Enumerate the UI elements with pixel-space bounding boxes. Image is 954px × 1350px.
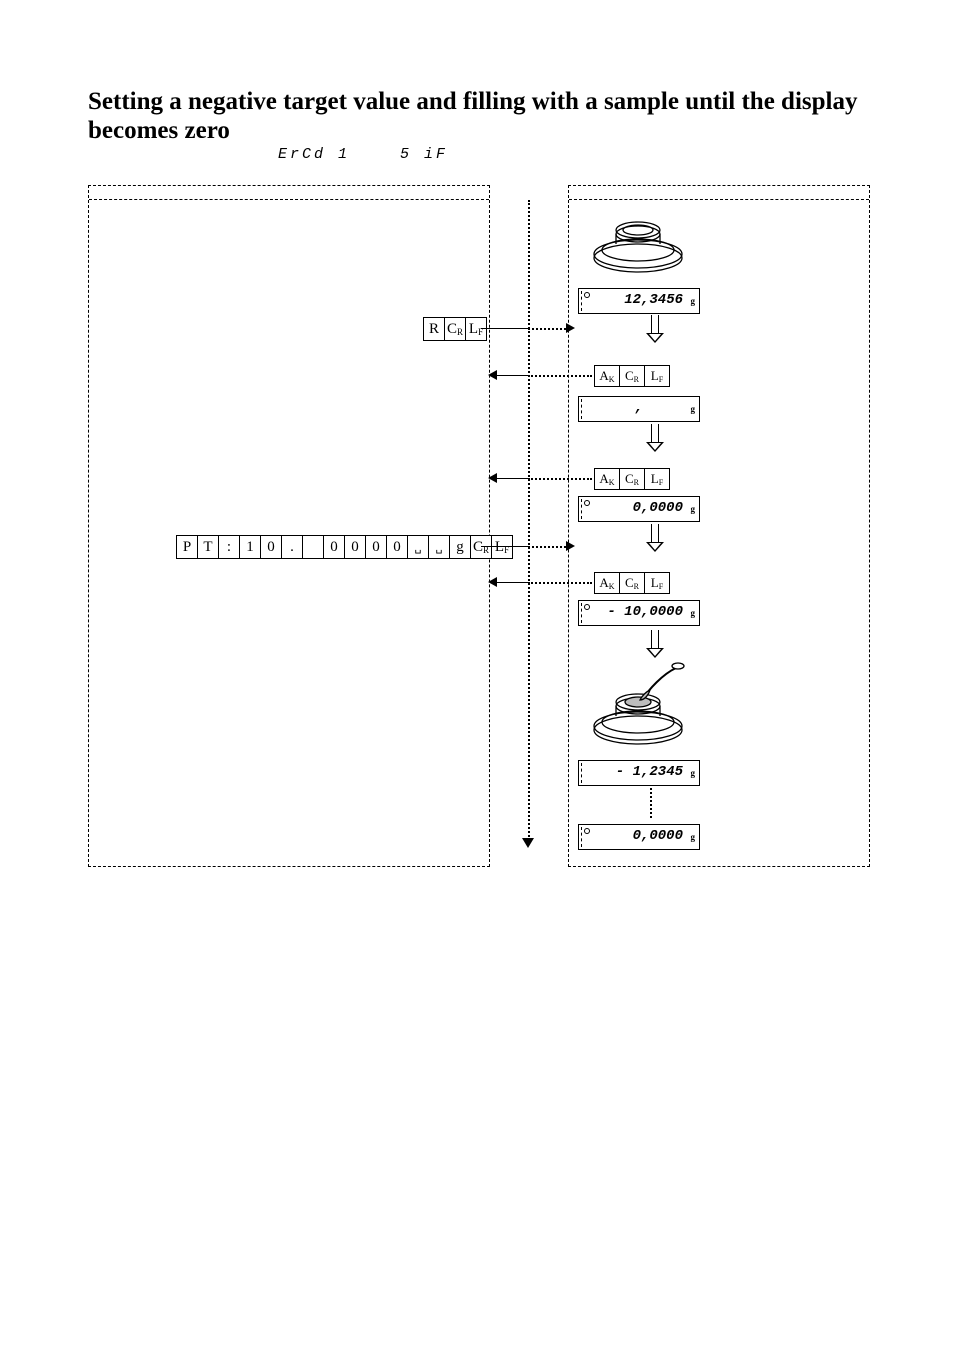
- arrow-right-icon: [566, 541, 575, 551]
- char-cell: ␣: [428, 535, 450, 559]
- readout-unit: g: [691, 832, 696, 842]
- down-arrow-icon: [648, 424, 662, 454]
- resp-cell: LF: [644, 573, 669, 593]
- display-readout-6: 0,0000 g: [578, 824, 700, 850]
- char-cell: 0: [260, 535, 282, 559]
- sent-command-r: RCRLF: [423, 317, 487, 339]
- readout-unit: g: [691, 768, 696, 778]
- char-cell: R: [423, 317, 445, 341]
- display-readout-2: ,g: [578, 396, 700, 422]
- arrow-line: [497, 375, 528, 376]
- down-arrow-icon: [648, 315, 662, 345]
- char-cell: :: [218, 535, 240, 559]
- panel-right-divider: [569, 199, 869, 200]
- arrow-line: [481, 546, 528, 547]
- resp-cell: LF: [644, 366, 669, 386]
- readout-unit: g: [691, 504, 696, 514]
- timeline: [528, 200, 530, 840]
- display-readout-5: - 1,2345 g: [578, 760, 700, 786]
- char-cell: 0: [323, 535, 345, 559]
- display-readout-4: - 10,0000 g: [578, 600, 700, 626]
- sent-command-pt: PT:10.0000␣␣gCRLF: [176, 535, 513, 557]
- readout-value: 0,0000: [633, 828, 683, 844]
- resp-cell: AK: [595, 366, 619, 386]
- resp-cell: LF: [644, 469, 669, 489]
- char-cell: [302, 535, 324, 559]
- resp-cell: CR: [619, 573, 644, 593]
- char-cell: .: [281, 535, 303, 559]
- stable-indicator-icon: [584, 292, 590, 298]
- readout-unit: g: [691, 608, 696, 618]
- char-cell: LF: [491, 535, 513, 559]
- readout-value: 0,0000: [633, 500, 683, 516]
- down-arrow-icon: [648, 630, 662, 660]
- response-ack-3: AKCRLF: [594, 572, 670, 594]
- arrow-line-dotted: [528, 546, 566, 548]
- char-cell: 0: [386, 535, 408, 559]
- readout-value: 12,3456: [624, 292, 683, 308]
- char-cell: ␣: [407, 535, 429, 559]
- vertical-dots-short: [650, 788, 652, 818]
- char-cell: T: [197, 535, 219, 559]
- subtitle-right: 5 iF: [400, 146, 448, 163]
- char-cell: 0: [344, 535, 366, 559]
- readout-unit: g: [691, 404, 696, 414]
- down-arrow-icon: [648, 524, 662, 554]
- balance-pan-icon: [588, 210, 688, 280]
- arrow-line-dotted: [528, 582, 592, 584]
- balance-pan-filling-icon: [588, 660, 688, 750]
- arrow-right-icon: [566, 323, 575, 333]
- char-cell: P: [176, 535, 198, 559]
- resp-cell: CR: [619, 366, 644, 386]
- display-readout-3: 0,0000 g: [578, 496, 700, 522]
- char-cell: 0: [365, 535, 387, 559]
- timeline-arrowhead-icon: [522, 838, 534, 848]
- arrow-left-icon: [488, 473, 497, 483]
- arrow-line: [497, 478, 528, 479]
- display-readout-1: 12,3456 g: [578, 288, 700, 314]
- resp-cell: AK: [595, 573, 619, 593]
- arrow-line: [497, 582, 528, 583]
- char-cell: CR: [444, 317, 466, 341]
- panel-computer-side: [88, 185, 490, 867]
- stable-indicator-icon: [584, 500, 590, 506]
- arrow-line-dotted: [528, 375, 592, 377]
- response-ack-2: AKCRLF: [594, 468, 670, 490]
- response-ack-1: AKCRLF: [594, 365, 670, 387]
- resp-cell: AK: [595, 469, 619, 489]
- readout-unit: g: [691, 296, 696, 306]
- stable-indicator-icon: [584, 604, 590, 610]
- char-cell: CR: [470, 535, 492, 559]
- stable-indicator-icon: [584, 828, 590, 834]
- arrow-line: [481, 328, 528, 329]
- readout-value: - 10,0000: [607, 604, 683, 620]
- char-cell: g: [449, 535, 471, 559]
- arrow-left-icon: [488, 577, 497, 587]
- page: Setting a negative target value and fill…: [0, 0, 954, 1350]
- resp-cell: CR: [619, 469, 644, 489]
- char-cell: 1: [239, 535, 261, 559]
- subtitle-left: ErCd 1: [278, 146, 350, 163]
- arrow-left-icon: [488, 370, 497, 380]
- readout-value: - 1,2345: [616, 764, 683, 780]
- panel-left-divider: [89, 199, 489, 200]
- arrow-line-dotted: [528, 328, 566, 330]
- page-title: Setting a negative target value and fill…: [88, 88, 878, 146]
- readout-value: ,: [579, 400, 699, 416]
- char-cell: LF: [465, 317, 487, 341]
- arrow-line-dotted: [528, 478, 592, 480]
